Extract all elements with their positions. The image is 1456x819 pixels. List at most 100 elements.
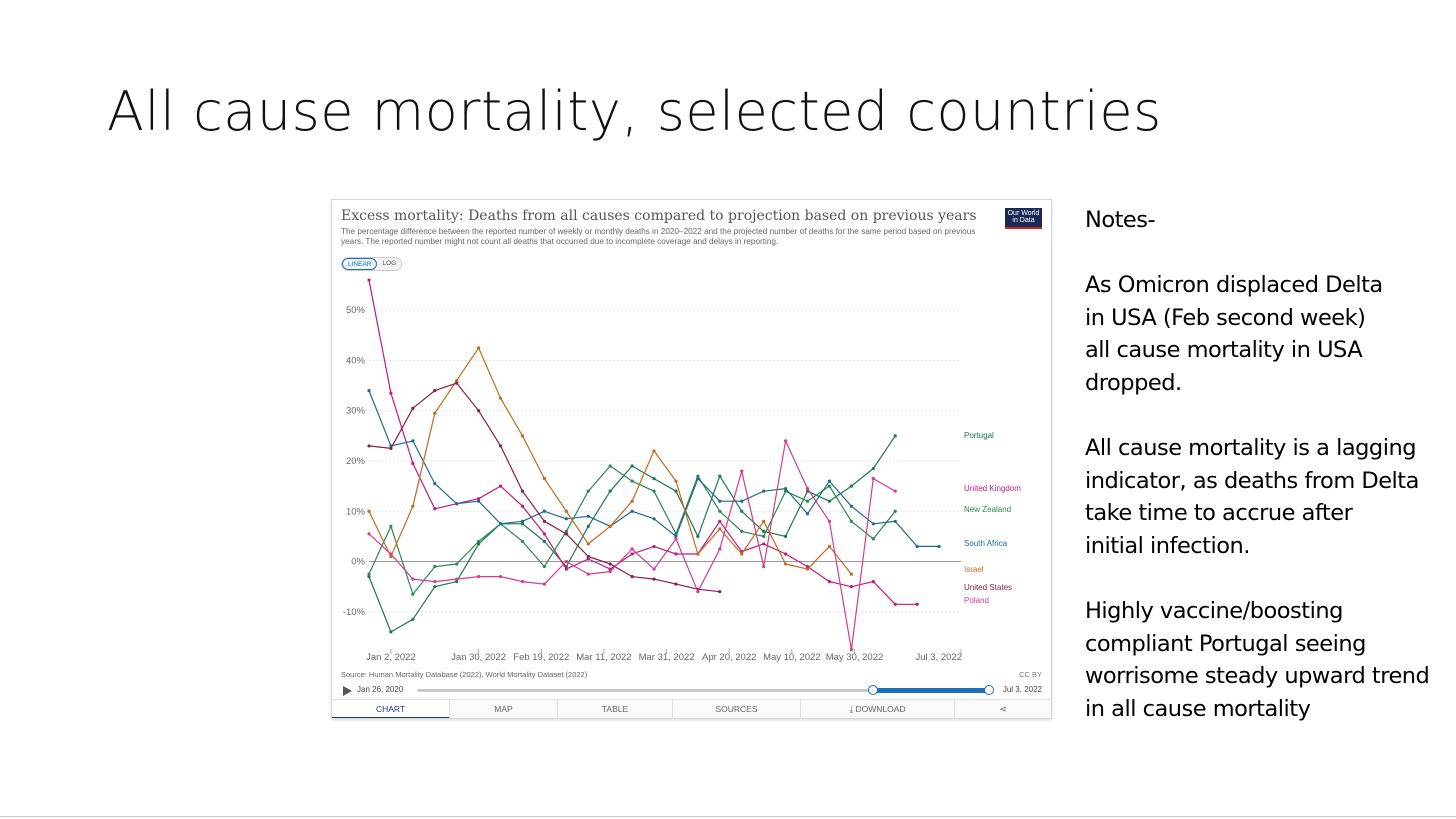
data-point bbox=[498, 575, 503, 579]
data-point bbox=[498, 484, 503, 488]
series-label: Israel bbox=[964, 565, 984, 574]
data-point bbox=[827, 519, 832, 523]
data-point bbox=[893, 602, 897, 606]
data-point bbox=[893, 509, 897, 513]
timeline-end-handle[interactable] bbox=[984, 685, 994, 695]
data-point bbox=[564, 509, 568, 513]
data-point bbox=[367, 444, 371, 448]
data-point bbox=[411, 439, 415, 443]
data-point bbox=[915, 602, 919, 606]
y-tick-label: 30% bbox=[346, 406, 366, 417]
data-point bbox=[718, 590, 722, 594]
play-icon[interactable] bbox=[343, 686, 352, 696]
data-point bbox=[367, 278, 371, 282]
share-icon[interactable]: ⋖ bbox=[999, 704, 1007, 714]
data-point bbox=[783, 534, 788, 538]
data-point bbox=[630, 479, 634, 483]
data-point bbox=[630, 464, 634, 468]
timeline-start-handle[interactable] bbox=[868, 685, 878, 695]
owid-logo[interactable]: Our World in Data bbox=[1005, 208, 1042, 229]
data-point bbox=[827, 580, 832, 584]
data-point bbox=[849, 504, 853, 508]
data-point bbox=[674, 489, 678, 493]
y-tick-label: 50% bbox=[346, 305, 366, 316]
data-point bbox=[367, 532, 371, 536]
series-label: Poland bbox=[964, 596, 989, 605]
data-point bbox=[477, 409, 481, 413]
data-point bbox=[696, 476, 700, 481]
x-tick-label: Jan 2, 2022 bbox=[366, 652, 416, 663]
series-line bbox=[368, 465, 896, 595]
chart-source[interactable]: Source: Human Mortality Database (2022),… bbox=[341, 670, 588, 679]
data-point bbox=[674, 537, 678, 541]
data-point bbox=[586, 514, 590, 518]
data-point bbox=[477, 497, 481, 501]
data-point bbox=[433, 585, 437, 589]
data-point bbox=[674, 582, 678, 586]
data-point bbox=[477, 499, 481, 503]
data-point bbox=[805, 564, 810, 569]
data-point bbox=[652, 489, 656, 493]
data-point bbox=[433, 482, 437, 486]
timeline-track[interactable] bbox=[417, 685, 994, 695]
data-point bbox=[871, 580, 875, 584]
tab-download[interactable]: ⤓ DOWNLOAD bbox=[801, 700, 955, 718]
x-tick-label: Jul 3, 2022 bbox=[916, 652, 962, 663]
owid-logo-line1: Our World bbox=[1007, 210, 1040, 217]
data-point bbox=[477, 575, 481, 579]
data-point bbox=[564, 559, 568, 564]
owid-chart-embed: -10% 0% 10% 20% 30% 40% 50% Jan 2, 2022 Jan 30, … bbox=[331, 199, 1052, 719]
tab-map[interactable]: MAP bbox=[450, 700, 558, 718]
data-point bbox=[630, 547, 634, 551]
data-point bbox=[674, 534, 678, 538]
data-point bbox=[455, 381, 459, 385]
notes-panel: Notes- As Omicron displaced Delta in USA… bbox=[1085, 204, 1453, 726]
data-point bbox=[586, 557, 590, 561]
data-point bbox=[520, 522, 525, 526]
data-point bbox=[783, 552, 788, 556]
chart-title: Excess mortality: Deaths from all causes… bbox=[341, 208, 977, 224]
scale-toggle: LINEAR LOG bbox=[341, 257, 403, 271]
data-point bbox=[740, 469, 744, 473]
log-scale-button[interactable]: LOG bbox=[377, 258, 402, 270]
data-point bbox=[411, 504, 415, 508]
y-tick-label: -10% bbox=[343, 607, 366, 618]
x-tick-label: Apr 20, 2022 bbox=[702, 652, 756, 663]
data-point bbox=[433, 411, 437, 415]
data-point bbox=[542, 532, 547, 536]
tab-sources[interactable]: SOURCES bbox=[673, 700, 801, 718]
data-point bbox=[849, 585, 853, 589]
series-label: Portugal bbox=[964, 431, 994, 440]
data-point bbox=[674, 552, 678, 556]
data-point bbox=[871, 466, 875, 471]
timeline-selected-range[interactable] bbox=[872, 688, 989, 693]
data-point bbox=[849, 519, 853, 523]
data-point bbox=[630, 509, 634, 513]
data-point bbox=[542, 519, 547, 523]
series-label: New Zealand bbox=[964, 505, 1011, 514]
data-point bbox=[367, 389, 371, 393]
linear-scale-button[interactable]: LINEAR bbox=[342, 258, 378, 270]
data-point bbox=[783, 439, 788, 443]
data-point bbox=[740, 499, 744, 503]
data-point bbox=[740, 552, 744, 556]
tab-download-label: DOWNLOAD bbox=[855, 704, 906, 714]
data-point bbox=[827, 544, 832, 549]
license-label[interactable]: CC BY bbox=[1019, 670, 1042, 679]
data-point bbox=[740, 529, 744, 533]
tab-table[interactable]: TABLE bbox=[558, 700, 673, 718]
x-tick-label: Feb 19, 2022 bbox=[513, 652, 569, 663]
data-point bbox=[696, 552, 700, 556]
y-tick-label: 20% bbox=[346, 456, 366, 467]
x-tick-label: Jan 30, 2022 bbox=[451, 652, 506, 663]
data-point bbox=[542, 564, 547, 569]
data-point bbox=[893, 489, 897, 493]
data-point bbox=[477, 542, 481, 546]
data-point bbox=[630, 552, 634, 556]
data-point bbox=[564, 529, 568, 533]
data-point bbox=[477, 539, 481, 544]
data-point bbox=[937, 544, 941, 549]
tab-chart[interactable]: CHART bbox=[332, 700, 450, 718]
data-point bbox=[805, 499, 810, 503]
y-tick-label: 10% bbox=[346, 506, 366, 517]
